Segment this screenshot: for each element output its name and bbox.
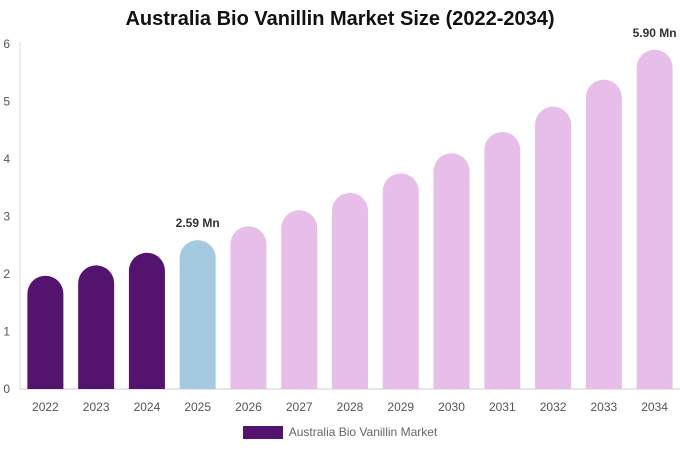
bar-2032 bbox=[535, 106, 572, 390]
bar-2028 bbox=[332, 192, 368, 389]
bar-2022 bbox=[27, 275, 64, 389]
y-tick-label: 2 bbox=[3, 267, 10, 281]
bar-2030 bbox=[433, 153, 470, 389]
x-tick-label: 2032 bbox=[540, 400, 567, 414]
legend: Australia Bio Vanillin Market bbox=[0, 425, 680, 439]
bar-2031 bbox=[484, 131, 521, 389]
x-tick-label: 2024 bbox=[134, 400, 161, 414]
legend-label: Australia Bio Vanillin Market bbox=[288, 425, 438, 439]
chart-title: Australia Bio Vanillin Market Size (2022… bbox=[125, 8, 555, 30]
bar-2025 bbox=[179, 240, 216, 389]
x-tick-label: 2025 bbox=[184, 400, 211, 414]
y-tick-label: 1 bbox=[3, 325, 10, 339]
x-tick-label: 2034 bbox=[641, 400, 668, 414]
y-tick-label: 0 bbox=[3, 382, 10, 396]
labels-layer: 2.59 Mn 5.90 Mn bbox=[176, 26, 677, 230]
y-tick-label: 6 bbox=[3, 37, 10, 51]
legend-swatch bbox=[242, 425, 283, 439]
bar-2023 bbox=[78, 265, 115, 389]
bar-2024 bbox=[128, 252, 165, 389]
y-tick-label: 3 bbox=[3, 210, 10, 224]
axes-layer: 0 1 2 3 4 5 6 2022 2023 2024 2025 2026 2027 2028 2029 2… bbox=[3, 37, 680, 414]
bars-layer bbox=[27, 49, 673, 390]
data-label-2034: 5.90 Mn bbox=[633, 26, 677, 40]
x-tick-label: 2031 bbox=[489, 400, 516, 414]
bar-2029 bbox=[382, 173, 419, 389]
data-label-2025: 2.59 Mn bbox=[176, 216, 220, 230]
x-tick-label: 2029 bbox=[387, 400, 414, 414]
bar-2026 bbox=[230, 226, 267, 389]
x-tick-label: 2023 bbox=[83, 400, 110, 414]
x-tick-label: 2022 bbox=[32, 400, 59, 414]
x-tick-label: 2027 bbox=[286, 400, 313, 414]
x-tick-label: 2026 bbox=[235, 400, 262, 414]
y-tick-label: 5 bbox=[3, 95, 10, 109]
x-tick-label: 2033 bbox=[590, 400, 617, 414]
bar-2033 bbox=[585, 79, 622, 390]
x-tick-label: 2028 bbox=[337, 400, 364, 414]
x-tick-label: 2030 bbox=[438, 400, 465, 414]
bar-2027 bbox=[281, 210, 318, 389]
bar-2034 bbox=[636, 49, 673, 389]
y-tick-label: 4 bbox=[3, 152, 10, 166]
